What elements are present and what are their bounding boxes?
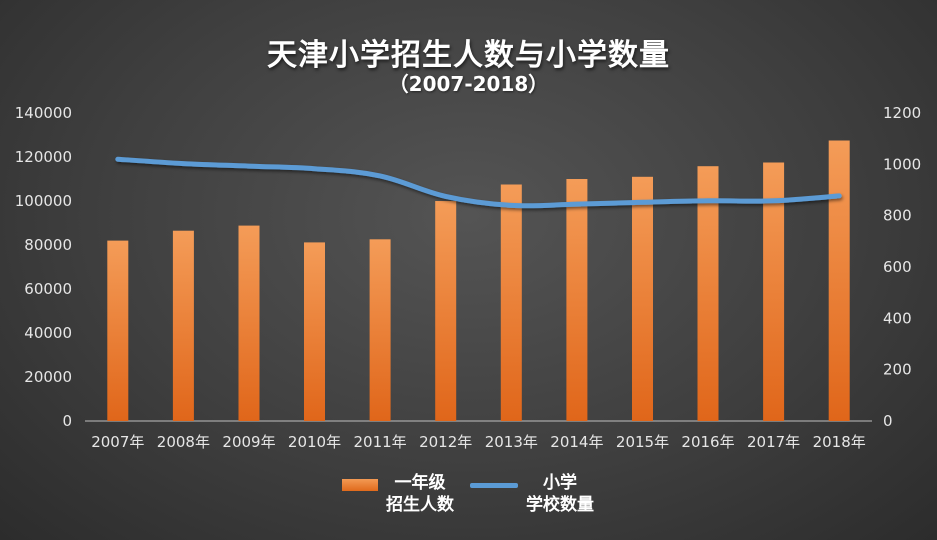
bar	[172, 230, 194, 421]
y-left-tick-label: 80000	[24, 236, 72, 254]
y-left-tick-label: 40000	[24, 324, 72, 342]
x-tick-label: 2017年	[747, 433, 800, 451]
legend-swatch-bar	[342, 479, 378, 491]
bar	[763, 162, 785, 421]
y-right-tick-label: 1000	[883, 155, 921, 173]
legend-item-schools: 小学 学校数量	[470, 472, 594, 516]
y-left-tick-label: 100000	[15, 192, 72, 210]
chart-title: 天津小学招生人数与小学数量	[267, 38, 670, 73]
line-series	[115, 156, 842, 209]
legend-item-enrollment: 一年级 招生人数	[342, 472, 454, 516]
x-tick-label: 2013年	[485, 433, 538, 451]
legend: 一年级 招生人数 小学 学校数量	[0, 472, 937, 522]
legend-schools-line-1: 小学	[543, 473, 577, 493]
bar	[107, 240, 129, 421]
y-left-tick-labels: 0 20000 40000 60000 80000 100000 120000 140000	[15, 104, 72, 430]
y-left-tick-label: 140000	[15, 104, 72, 122]
bar	[369, 239, 391, 421]
x-tick-label: 2015年	[616, 433, 669, 451]
x-tick-label: 2008年	[157, 433, 210, 451]
bar	[435, 201, 457, 421]
bar	[566, 179, 588, 421]
x-tick-label: 2009年	[222, 433, 275, 451]
x-tick-label: 2014年	[550, 433, 603, 451]
y-right-tick-label: 200	[883, 361, 912, 379]
y-right-tick-labels: 0 200 400 600 800 1000 1200	[883, 104, 921, 430]
x-tick-label: 2012年	[419, 433, 472, 451]
y-right-tick-label: 800	[883, 207, 912, 225]
bar	[238, 225, 260, 421]
chart-subtitle: （2007-2018）	[388, 72, 549, 96]
y-right-tick-label: 1200	[883, 104, 921, 122]
y-left-tick-label: 0	[62, 412, 72, 430]
y-right-tick-label: 400	[883, 309, 912, 327]
x-tick-label: 2010年	[288, 433, 341, 451]
legend-enrollment-line-1: 一年级	[394, 473, 446, 493]
bar-series	[107, 140, 850, 421]
x-tick-label: 2007年	[91, 433, 144, 451]
x-tick-label: 2018年	[813, 433, 866, 451]
legend-label-enrollment: 一年级 招生人数	[386, 472, 454, 516]
bar	[697, 166, 719, 421]
bar	[632, 176, 653, 421]
legend-enrollment-line-2: 招生人数	[386, 495, 454, 515]
y-left-tick-label: 60000	[24, 280, 72, 298]
bar	[828, 140, 850, 421]
y-left-tick-label: 20000	[24, 368, 72, 386]
legend-schools-line-2: 学校数量	[526, 495, 594, 515]
bar	[304, 242, 325, 421]
legend-swatch-line	[470, 483, 518, 488]
x-tick-label: 2016年	[681, 433, 734, 451]
y-left-tick-label: 120000	[15, 148, 72, 166]
y-right-tick-label: 600	[883, 258, 912, 276]
legend-label-schools: 小学 学校数量	[526, 472, 594, 516]
x-tick-labels: 2007年 2008年 2009年 2010年 2011年 2012年 2013年 2014年…	[91, 433, 866, 451]
line-path	[115, 156, 842, 209]
x-tick-label: 2011年	[354, 433, 407, 451]
bar	[500, 184, 522, 421]
y-right-tick-label: 0	[883, 412, 893, 430]
